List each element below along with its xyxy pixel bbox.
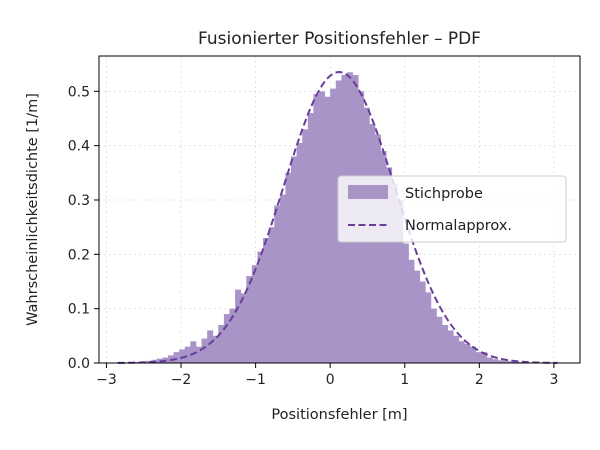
histogram-bar [313, 94, 320, 363]
histogram-bar [285, 172, 292, 363]
histogram-bar [330, 88, 337, 363]
histogram-bar [274, 205, 281, 363]
legend-swatch-stichprobe [348, 185, 388, 199]
histogram-bar [369, 123, 376, 364]
histogram-bar [190, 341, 197, 363]
x-axis-ticks: −3 −2 −1 0 1 2 3 [96, 363, 558, 388]
histogram-bar [184, 346, 191, 363]
x-tick-label: 2 [475, 372, 484, 388]
histogram-bar [503, 360, 510, 363]
histogram-bar [497, 360, 504, 363]
x-tick-label: 0 [326, 372, 335, 388]
y-axis-ticks: 0.0 0.1 0.2 0.3 0.4 0.5 [68, 84, 99, 372]
histogram-bar [302, 129, 309, 363]
histogram-bar [240, 293, 247, 363]
y-tick-label: 0.5 [68, 84, 90, 100]
y-tick-label: 0.4 [68, 139, 90, 155]
histogram-bar [514, 361, 521, 363]
histogram-bar [447, 330, 454, 363]
chart-title: Fusionierter Positionsfehler – PDF [198, 29, 481, 49]
histogram-bar [442, 324, 449, 363]
histogram-bar [464, 343, 471, 363]
histogram-bar [263, 238, 270, 363]
histogram-bar [223, 314, 230, 363]
histogram-bar [380, 151, 387, 363]
histogram-bar [307, 113, 314, 363]
histogram-bar [397, 199, 404, 363]
histogram-bar [374, 134, 381, 363]
histogram-bar [402, 243, 409, 363]
histogram-bar [509, 361, 516, 363]
histogram-bar [296, 142, 303, 363]
histogram-bar [195, 346, 202, 363]
histogram-bar [391, 183, 398, 363]
x-tick-label: −2 [171, 372, 192, 388]
histogram-bar [453, 335, 460, 363]
histogram-bar [291, 156, 298, 363]
legend: Stichprobe Normalapprox. [337, 175, 567, 243]
histogram-bar [386, 167, 393, 363]
histogram-bar [207, 330, 214, 363]
histogram-bar [414, 270, 421, 363]
histogram-bar [218, 324, 225, 363]
x-tick-label: 3 [549, 372, 558, 388]
y-tick-label: 0.3 [68, 193, 90, 209]
histogram-bar [458, 341, 465, 363]
histogram-bar [145, 360, 152, 363]
y-tick-label: 0.1 [68, 302, 90, 318]
y-tick-label: 0.2 [68, 247, 90, 263]
histogram-bar [179, 349, 186, 363]
x-tick-label: −3 [96, 372, 117, 388]
x-tick-label: 1 [400, 372, 409, 388]
histogram-bar [492, 359, 499, 363]
legend-label-normalapprox: Normalapprox. [405, 218, 512, 234]
histogram-bar [486, 357, 493, 363]
histogram-bar [475, 352, 482, 363]
histogram-bar [257, 251, 264, 363]
histogram-bar [201, 338, 208, 363]
plot-frame [98, 55, 581, 364]
x-tick-label: −1 [245, 372, 266, 388]
histogram-bar [430, 308, 437, 363]
histogram-bar [481, 352, 488, 363]
histogram-bar [419, 281, 426, 363]
histogram-bar [268, 227, 275, 363]
histogram-bar [425, 292, 432, 363]
x-axis-label: Positionsfehler [m] [271, 407, 407, 423]
histogram-bar [408, 259, 415, 363]
histogram-bar [436, 316, 443, 363]
histogram-bar [246, 276, 253, 363]
legend-box [337, 175, 567, 243]
y-axis-label: Wahrscheinlichkeitsdichte [1/m] [25, 93, 41, 326]
histogram-bar [279, 194, 286, 363]
histogram-bar [134, 361, 141, 363]
histogram-bar [318, 91, 325, 364]
histogram-bar [470, 346, 476, 363]
histogram-bar [324, 96, 331, 364]
y-tick-label: 0.0 [68, 356, 90, 372]
histogram-bar [173, 352, 180, 363]
histogram-bar [235, 289, 242, 363]
legend-label-stichprobe: Stichprobe [405, 186, 483, 202]
histogram-bar [212, 335, 219, 363]
histogram-bar [251, 265, 258, 363]
normal-approx-line [117, 71, 558, 364]
histogram-bar [229, 308, 236, 363]
